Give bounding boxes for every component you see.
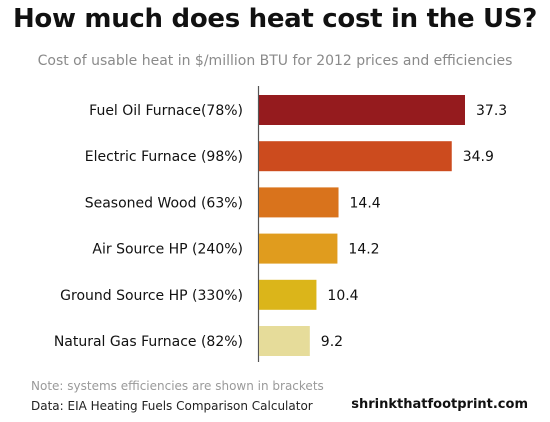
value-label: 14.4 bbox=[350, 195, 381, 211]
category-label: Seasoned Wood (63%) bbox=[85, 195, 243, 211]
footnote: Note: systems efficiencies are shown in … bbox=[31, 379, 324, 393]
chart-title: How much does heat cost in the US? bbox=[12, 4, 538, 34]
category-label: Natural Gas Furnace (82%) bbox=[54, 334, 243, 350]
category-label: Electric Furnace (98%) bbox=[85, 149, 243, 165]
category-label: Fuel Oil Furnace(78%) bbox=[89, 103, 243, 119]
category-label: Air Source HP (240%) bbox=[92, 242, 243, 258]
bar bbox=[259, 187, 339, 218]
bar bbox=[259, 279, 317, 310]
bar bbox=[259, 233, 338, 264]
data-source: Data: EIA Heating Fuels Comparison Calcu… bbox=[31, 399, 313, 413]
value-label: 14.2 bbox=[348, 242, 379, 258]
value-label: 10.4 bbox=[327, 288, 358, 304]
bar bbox=[259, 141, 452, 172]
bar bbox=[259, 326, 310, 356]
value-label: 9.2 bbox=[321, 334, 343, 350]
value-label: 37.3 bbox=[476, 103, 507, 119]
category-label: Ground Source HP (330%) bbox=[60, 288, 243, 304]
chart-subtitle: Cost of usable heat in $/million BTU for… bbox=[37, 53, 513, 69]
brand-label: shrinkthatfootprint.com bbox=[351, 397, 528, 412]
value-label: 34.9 bbox=[463, 149, 494, 165]
bar bbox=[259, 95, 465, 125]
